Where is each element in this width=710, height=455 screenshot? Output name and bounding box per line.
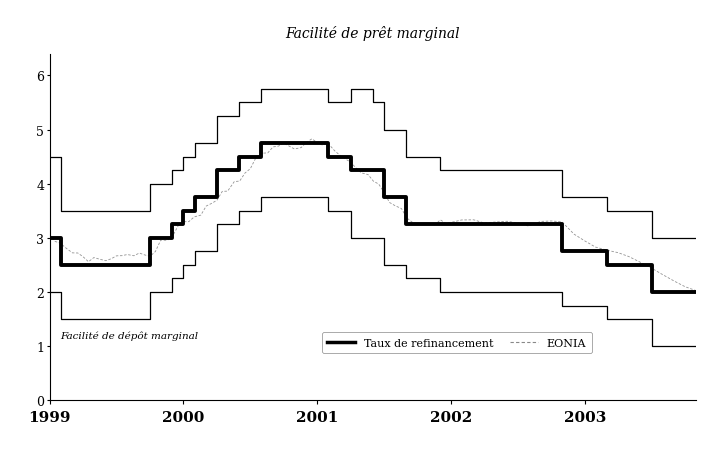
Legend: Taux de refinancement, EONIA: Taux de refinancement, EONIA	[322, 332, 592, 354]
Text: Facilité de dépôt marginal: Facilité de dépôt marginal	[60, 331, 199, 340]
Text: Facilité de prêt marginal: Facilité de prêt marginal	[285, 26, 460, 41]
